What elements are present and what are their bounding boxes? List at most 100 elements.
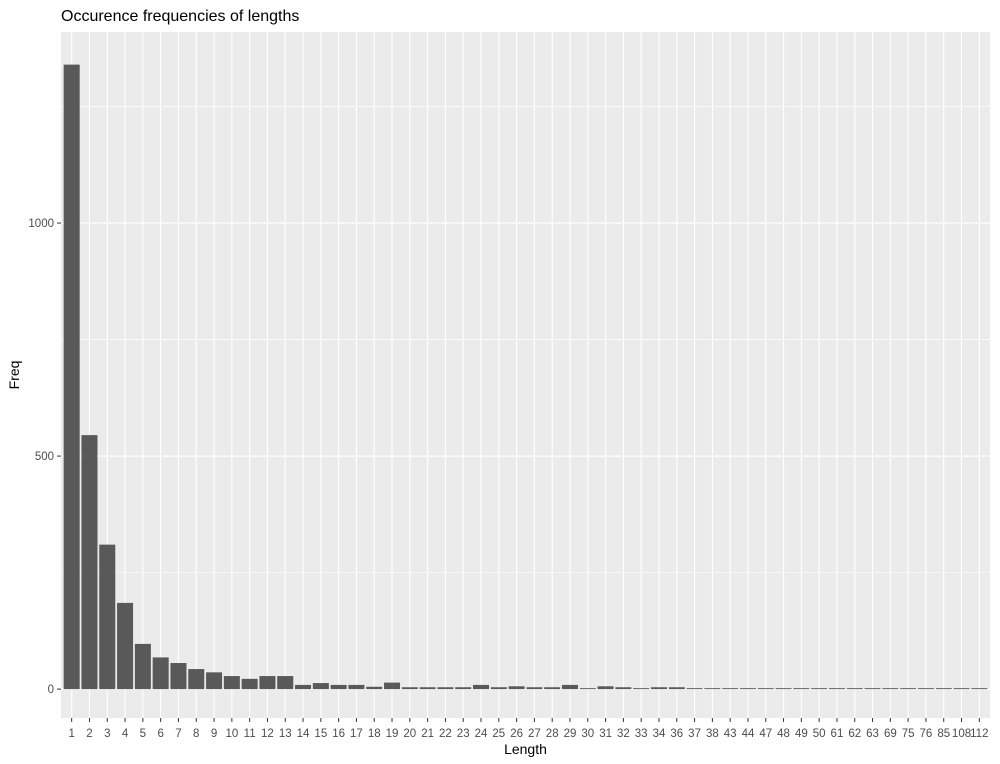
x-tick-label: 85 — [937, 728, 950, 740]
x-tick-label: 112 — [970, 728, 988, 740]
x-tick-label: 69 — [884, 728, 897, 740]
bar-85 — [935, 688, 952, 690]
y-tick-label: 1000 — [28, 218, 54, 230]
x-tick-label: 12 — [261, 728, 274, 740]
x-tick-label: 21 — [421, 728, 434, 740]
x-tick-label: 38 — [706, 728, 719, 740]
bar-49 — [793, 688, 810, 690]
x-tick-label: 22 — [439, 728, 452, 740]
x-tick-label: 8 — [193, 728, 199, 740]
bar-9 — [206, 672, 223, 690]
bar-22 — [437, 687, 454, 690]
major-gridlines — [61, 32, 990, 718]
x-tick-label: 2 — [86, 728, 92, 740]
x-tick-label: 36 — [670, 728, 683, 740]
x-tick-label: 33 — [635, 728, 648, 740]
x-tick-label: 31 — [599, 728, 612, 740]
y-tick-label: 0 — [48, 684, 54, 696]
x-tick-label: 6 — [157, 728, 163, 740]
x-tick-label: 16 — [332, 728, 345, 740]
bar-29 — [561, 684, 579, 690]
bar-26 — [508, 686, 525, 690]
bar-63 — [864, 688, 881, 690]
x-tick-label: 62 — [848, 728, 861, 740]
x-tick-label: 3 — [104, 728, 110, 740]
x-axis-title: Length — [504, 741, 547, 757]
bar-43 — [722, 688, 739, 690]
x-tick-label: 43 — [724, 728, 737, 740]
x-tick-label: 37 — [688, 728, 701, 740]
x-tick-label: 34 — [653, 728, 666, 740]
bar-108 — [953, 688, 970, 690]
x-tick-label: 19 — [386, 728, 399, 740]
x-tick-label: 44 — [742, 728, 755, 740]
bar-47 — [757, 688, 774, 690]
bar-13 — [277, 676, 294, 690]
x-tick-label: 23 — [457, 728, 470, 740]
y-axis: 0 500 1000 — [28, 218, 61, 696]
x-tick-label: 20 — [403, 728, 416, 740]
bar-33 — [633, 688, 650, 690]
chart-title: Occurence frequencies of lengths — [61, 8, 299, 25]
bar-76 — [917, 688, 934, 690]
bar-21 — [419, 687, 436, 690]
bar-25 — [490, 687, 507, 690]
x-tick-label: 11 — [244, 728, 256, 740]
x-tick-label: 1 — [68, 728, 74, 740]
x-tick-label: 15 — [314, 728, 327, 740]
bar-36 — [668, 687, 685, 690]
bar-31 — [597, 686, 614, 690]
x-tick-label: 5 — [140, 728, 146, 740]
x-tick-label: 61 — [831, 728, 844, 740]
x-tick-label: 14 — [297, 728, 310, 740]
bar-17 — [348, 684, 365, 690]
bar-8 — [188, 669, 205, 690]
x-tick-label: 30 — [581, 728, 594, 740]
x-tick-label: 48 — [777, 728, 790, 740]
x-tick-label: 49 — [795, 728, 808, 740]
x-tick-label: 32 — [617, 728, 630, 740]
x-tick-label: 24 — [475, 728, 488, 740]
bar-75 — [900, 688, 917, 690]
bar-11 — [241, 678, 258, 690]
bar-23 — [455, 687, 472, 690]
bar-15 — [312, 683, 329, 690]
x-tick-label: 25 — [492, 728, 505, 740]
bar-24 — [472, 684, 490, 690]
bar-20 — [401, 687, 418, 690]
x-tick-label: 76 — [920, 728, 933, 740]
x-tick-label: 17 — [350, 728, 363, 740]
x-axis: 1 2 3 4 5 6 7 8 9 10 11 12 13 14 15 16 17 18 19 20 21 22 23 24 2… — [68, 718, 988, 740]
bar-14 — [295, 684, 312, 690]
bar-62 — [846, 688, 863, 690]
bar-50 — [811, 688, 828, 690]
bar-44 — [739, 688, 756, 690]
x-tick-label: 9 — [211, 728, 217, 740]
x-tick-label: 50 — [813, 728, 826, 740]
x-tick-label: 27 — [528, 728, 541, 740]
bar-38 — [704, 688, 721, 690]
bar-7 — [170, 663, 187, 690]
bar-69 — [882, 688, 899, 690]
bar-37 — [686, 688, 703, 690]
x-tick-label: 7 — [175, 728, 181, 740]
bar-34 — [650, 687, 667, 690]
x-tick-label: 28 — [546, 728, 559, 740]
bar-3 — [99, 544, 116, 690]
bars — [63, 64, 988, 690]
bar-2 — [81, 435, 98, 690]
bar-10 — [223, 676, 240, 690]
x-tick-label: 75 — [902, 728, 915, 740]
x-tick-label: 63 — [866, 728, 879, 740]
x-tick-label: 18 — [368, 728, 381, 740]
bar-32 — [615, 687, 632, 690]
bar-1 — [63, 64, 80, 690]
x-tick-label: 108 — [952, 728, 971, 740]
x-tick-label: 13 — [279, 728, 292, 740]
bar-61 — [828, 688, 845, 690]
y-tick-label: 500 — [35, 451, 54, 463]
bar-48 — [775, 688, 792, 690]
bar-6 — [152, 657, 169, 690]
bar-18 — [366, 686, 383, 690]
bar-30 — [579, 688, 596, 690]
